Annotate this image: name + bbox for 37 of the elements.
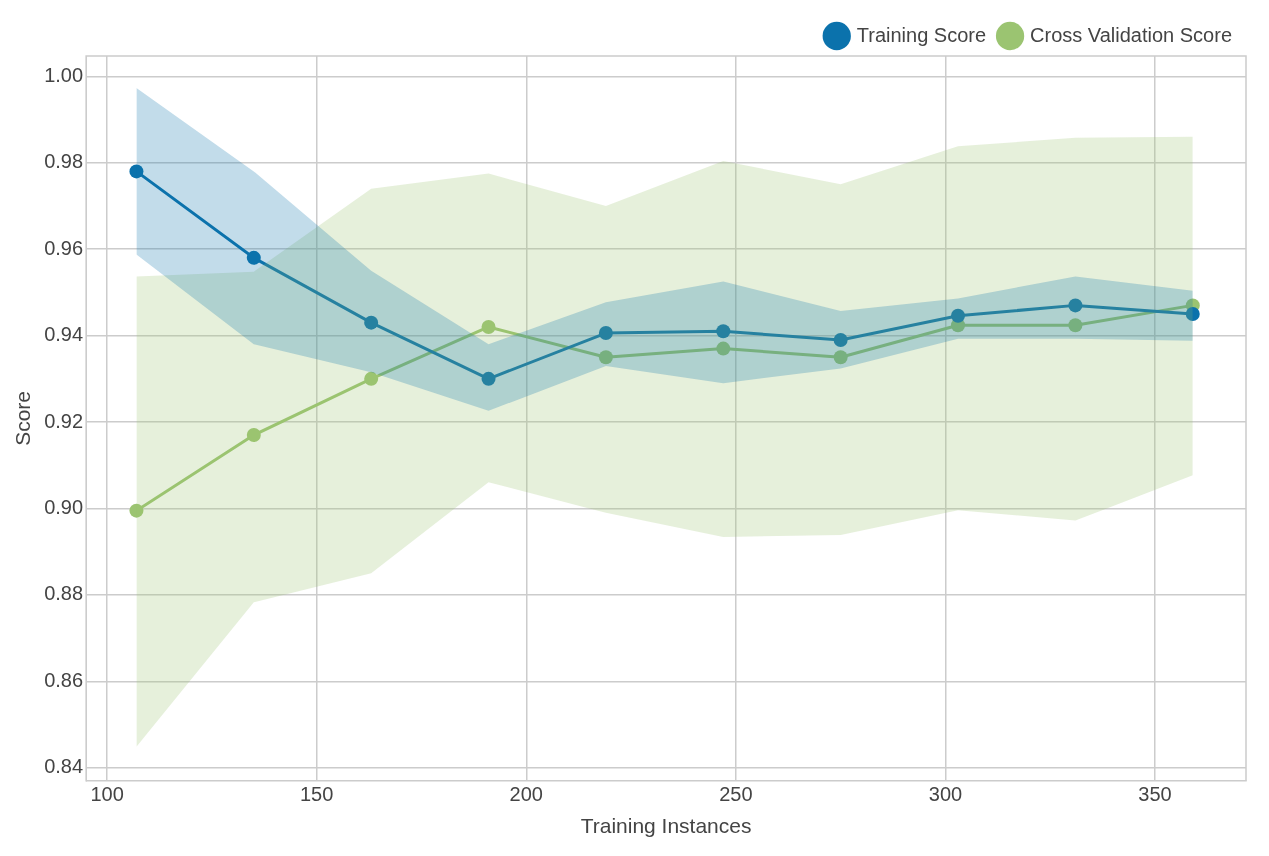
point <box>951 308 966 323</box>
x-tick-label: 100 <box>90 783 124 806</box>
point <box>598 350 613 365</box>
point <box>481 319 496 334</box>
y-tick-label: 0.98 <box>44 150 84 173</box>
x-tick-label: 250 <box>719 783 753 806</box>
x-tick-label: 150 <box>299 783 334 806</box>
point <box>364 315 379 330</box>
x-tick-label: 350 <box>1138 783 1172 806</box>
point <box>364 371 379 386</box>
point <box>833 350 848 365</box>
point <box>246 250 261 265</box>
point <box>716 341 731 356</box>
y-tick-label: 0.86 <box>44 668 84 691</box>
point <box>1068 298 1083 313</box>
y-tick-label: 0.96 <box>44 236 84 259</box>
x-axis-title: Training Instances <box>580 814 752 838</box>
point <box>481 371 496 386</box>
point <box>598 326 613 341</box>
point <box>716 324 731 339</box>
y-tick-label: 0.92 <box>44 409 84 432</box>
point <box>1185 307 1200 322</box>
y-axis-title: Score <box>11 390 35 446</box>
y-tick-label: 0.84 <box>44 755 84 778</box>
point <box>833 332 848 347</box>
legend-label: Training Score <box>856 23 987 46</box>
y-tick-label: 1.00 <box>44 63 84 86</box>
point <box>1068 318 1083 333</box>
legend-label: Cross Validation Score <box>1030 23 1233 46</box>
y-tick-label: 0.90 <box>44 496 84 519</box>
x-tick-label: 200 <box>509 783 543 806</box>
point <box>246 428 261 443</box>
point <box>129 503 144 518</box>
x-tick-label: 300 <box>928 783 963 806</box>
point <box>129 164 144 179</box>
y-tick-label: 0.94 <box>44 323 84 346</box>
y-tick-label: 0.88 <box>44 582 84 605</box>
